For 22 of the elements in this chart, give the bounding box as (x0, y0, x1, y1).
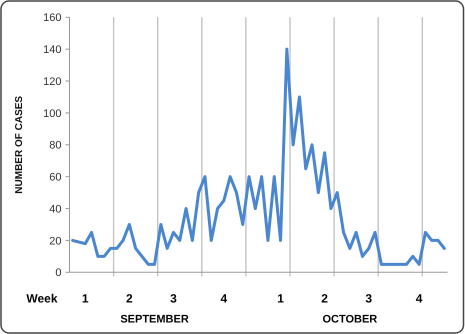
x-tick-label: 1 (82, 291, 89, 306)
y-tick-label: 0 (55, 267, 62, 280)
text: Week (26, 291, 58, 306)
x-tick-label: 4 (416, 291, 423, 306)
x-tick-label: 3 (365, 291, 372, 306)
y-tick-label: 140 (43, 44, 62, 56)
x-tick-label: 3 (170, 291, 178, 306)
y-tick-label: 100 (43, 108, 62, 120)
y-tick-label: 160 (43, 12, 62, 24)
y-tick-label: 40 (49, 203, 62, 216)
line-series (71, 48, 446, 266)
y-tick-label: 120 (43, 76, 62, 88)
y-tick-label: 80 (49, 140, 62, 152)
y-tick-label: 20 (49, 235, 62, 248)
x-tick-label: 2 (321, 291, 328, 306)
y-tick-label: 60 (49, 172, 62, 184)
x-tick-label: 1 (277, 291, 284, 306)
x-tick-label: 4 (220, 291, 228, 306)
y-axis-title: NUMBER OF CASES (14, 96, 25, 194)
text: SEPTEMBER (120, 313, 189, 326)
x-tick-label: 2 (126, 291, 134, 306)
text: OCTOBER (322, 313, 378, 326)
